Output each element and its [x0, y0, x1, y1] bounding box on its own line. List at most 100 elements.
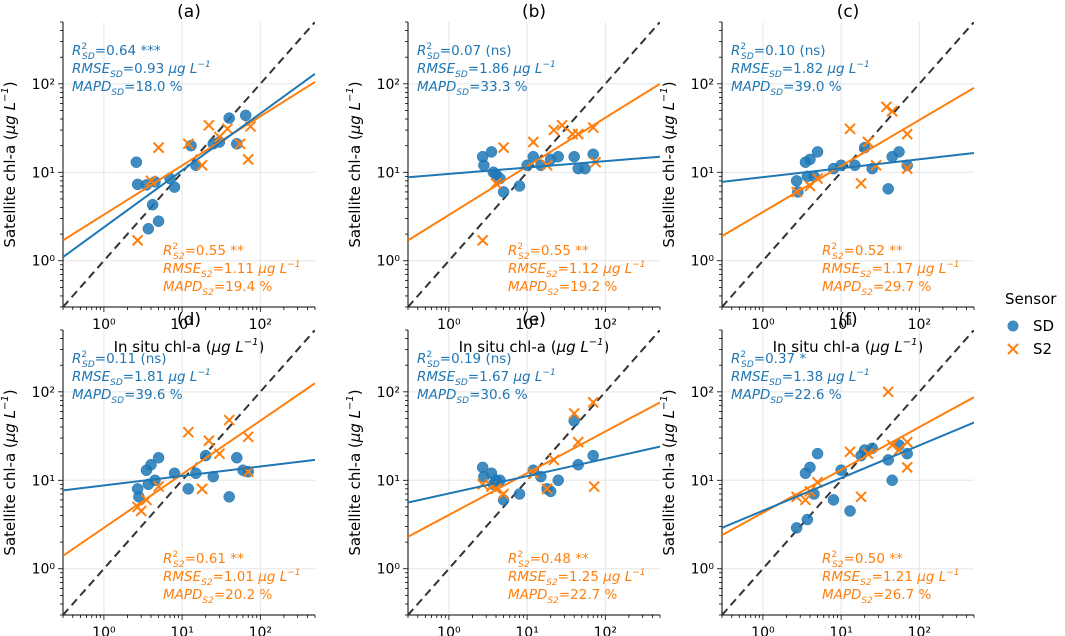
s2-point — [799, 494, 812, 506]
x-tick-label: 10² — [594, 317, 617, 333]
y-tick-label: 10⁰ — [32, 254, 56, 270]
sd-point — [801, 513, 814, 526]
s2-point — [497, 141, 510, 154]
s2-point-stroke — [886, 105, 898, 117]
sd-point — [804, 461, 816, 474]
sd-point — [223, 112, 235, 124]
sd-point — [790, 522, 803, 534]
s2-point-stroke — [855, 177, 867, 190]
plot-area — [408, 330, 660, 615]
sd-stats-r2: R2 SD=0.19 (ns) — [417, 350, 512, 370]
y-tick-label: 10¹ — [691, 473, 714, 489]
sd-point — [587, 449, 599, 462]
x-tick-label: 10⁰ — [92, 625, 116, 636]
sd-stats-rmse: RMSESD=0.93 μg L−1 — [72, 60, 211, 80]
x-tick-label: 10¹ — [829, 625, 852, 636]
panel-title: (c) — [837, 2, 860, 22]
s2-point — [152, 480, 165, 493]
legend-label: S2 — [1033, 340, 1052, 358]
sd-point — [552, 150, 564, 163]
s2-point — [497, 488, 510, 500]
panel-title: (a) — [177, 2, 201, 22]
s2-point — [196, 483, 208, 495]
s2-point-stroke — [196, 159, 208, 171]
s2-point-stroke — [203, 435, 215, 447]
y-tick-label: 10² — [32, 77, 55, 93]
s2-point — [901, 461, 913, 474]
s2-stats-r2: R2 S2=0.50 ** — [822, 550, 903, 570]
s2-point-stroke — [855, 491, 867, 503]
x-tick-label: 10¹ — [515, 317, 538, 333]
s2-fit-line — [722, 87, 974, 237]
sd-stats-mapd: MAPDSD=30.6 % — [417, 387, 528, 406]
s2-point — [882, 386, 894, 398]
sd-stats-rmse: RMSESD=1.67 μg L−1 — [417, 368, 556, 388]
plot-area — [408, 22, 660, 307]
x-tick-label: 10⁰ — [437, 625, 461, 636]
panel-d: 10⁰ 10⁰ 10¹ 10¹ 10² 10² (d) In situ chl-a (μg L… — [0, 310, 316, 636]
x-tick-label: 10⁰ — [751, 317, 775, 333]
y-tick-label: 10¹ — [32, 165, 55, 181]
legend-label: SD — [1033, 317, 1054, 335]
s2-stats-rmse: RMSES2=1.21 μg L−1 — [822, 568, 960, 588]
s2-point-stroke — [145, 175, 157, 187]
s2-point-stroke — [527, 136, 540, 148]
identity-line — [722, 22, 974, 307]
s2-point — [901, 436, 913, 448]
panel-e: 10⁰ 10⁰ 10¹ 10¹ 10² 10² (e) In situ chl-a (μg L… — [345, 310, 661, 636]
s2-stats-mapd: MAPDS2=26.7 % — [822, 587, 932, 606]
x-axis-label: In situ chl-a (μg L−1) — [114, 337, 265, 356]
sd-point — [513, 180, 526, 192]
sd-stats-rmse: RMSESD=1.81 μg L−1 — [72, 368, 211, 388]
s2-stats-mapd: MAPDS2=19.2 % — [508, 279, 618, 298]
plot-area — [63, 22, 315, 307]
sd-stats-rmse: RMSESD=1.38 μg L−1 — [731, 368, 870, 388]
identity-line — [408, 330, 660, 615]
sd-point — [552, 474, 564, 487]
x-tick-label: 10⁰ — [437, 317, 461, 333]
sd-point — [882, 183, 894, 195]
panel-title: (f) — [838, 310, 857, 330]
sd-stats-mapd: MAPDSD=33.3 % — [417, 79, 528, 98]
s2-point — [203, 435, 215, 447]
s2-point — [541, 483, 553, 495]
s2-point-stroke — [152, 141, 165, 154]
s2-stats-r2: R2 S2=0.52 ** — [822, 242, 903, 262]
y-tick-label: 10² — [691, 385, 714, 401]
sd-point — [587, 148, 599, 160]
sd-point — [811, 146, 824, 158]
s2-stats-r2: R2 S2=0.55 ** — [508, 242, 589, 262]
s2-point — [135, 505, 147, 517]
s2-point-stroke — [844, 123, 856, 135]
s2-stats-rmse: RMSES2=1.25 μg L−1 — [508, 568, 646, 588]
s2-point — [527, 136, 540, 148]
s2-point-stroke — [244, 120, 257, 133]
sd-point — [231, 451, 243, 464]
s2-point-stroke — [541, 483, 553, 495]
y-tick-label: 10⁰ — [32, 562, 56, 578]
y-tick-label: 10² — [377, 77, 400, 93]
sd-point — [893, 146, 905, 158]
sd-fit-line — [63, 458, 315, 492]
s2-stats-rmse: RMSES2=1.01 μg L−1 — [163, 568, 301, 588]
s2-point-stroke — [548, 124, 560, 136]
y-tick-label: 10² — [32, 385, 55, 401]
s2-point-stroke — [587, 396, 599, 409]
s2-point-stroke — [844, 446, 856, 458]
x-tick-label: 10¹ — [170, 625, 193, 636]
s2-point — [242, 153, 254, 166]
s2-point-stroke — [196, 483, 208, 495]
s2-point-stroke — [242, 431, 254, 443]
sd-point — [130, 156, 143, 168]
sd-point — [146, 198, 159, 211]
sd-fit-line — [722, 421, 974, 529]
sd-stats-r2: R2 SD=0.07 (ns) — [417, 42, 512, 62]
s2-fit-line — [408, 401, 660, 538]
s2-point-stroke — [234, 138, 246, 150]
s2-point-stroke — [223, 414, 235, 426]
sd-point — [152, 215, 165, 227]
sd-point — [568, 150, 580, 163]
s2-point — [152, 141, 165, 154]
s2-point — [886, 439, 898, 451]
s2-point-stroke — [870, 159, 882, 171]
